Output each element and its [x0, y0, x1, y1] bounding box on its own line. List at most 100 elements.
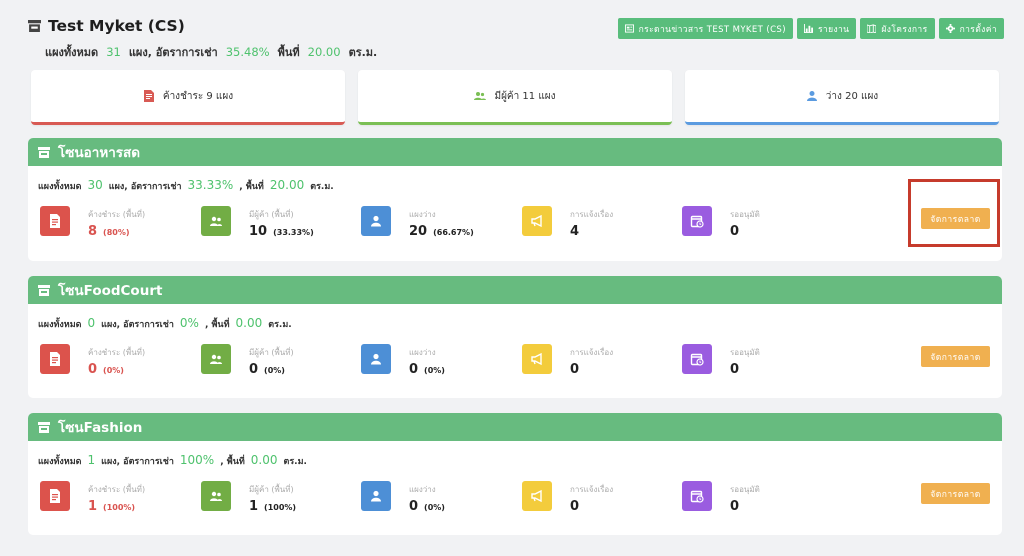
tenants-percent: (33.33%) [273, 228, 314, 237]
zone-area-unit: ตร.ม. [268, 320, 292, 330]
manage-market-button[interactable]: จัดการตลาด [921, 346, 990, 367]
vacant-label: แผงว่าง [409, 210, 436, 219]
users-icon [474, 92, 487, 100]
megaphone-icon [522, 206, 552, 236]
overdue-value: 1 [88, 499, 98, 514]
area-unit: ตร.ม. [348, 46, 378, 59]
settings-button[interactable]: การตั้งค่า [938, 18, 1004, 39]
store-icon [38, 146, 50, 158]
store-icon [28, 20, 41, 32]
overdue-percent: (100%) [103, 503, 136, 512]
reports-label: การแจ้งเรื่อง [570, 485, 614, 494]
invoice-icon [143, 90, 154, 102]
overdue-card[interactable]: ค้างชำระ 9 แผง [31, 70, 345, 125]
pending-metric[interactable]: รออนุมัติ 0 [682, 481, 760, 514]
reports-metric[interactable]: การแจ้งเรื่อง 0 [522, 344, 613, 377]
vacant-card[interactable]: ว่าง 20 แผง [685, 70, 999, 125]
tenants-card[interactable]: มีผู้ค้า 11 แผง [358, 70, 672, 125]
area-value: 20.00 [307, 45, 341, 59]
report-button[interactable]: รายงาน [796, 18, 857, 39]
pending-label: รออนุมัติ [730, 210, 760, 219]
vacant-percent: (66.67%) [433, 228, 474, 237]
zone-area-value: 0.00 [235, 316, 263, 330]
pending-metric[interactable]: รออนุมัติ 0 [682, 206, 760, 239]
zone-rate-label: แผง, อัตราการเช่า [101, 457, 174, 467]
overdue-label: ค้างชำระ (พื้นที่) [88, 348, 146, 357]
zone-area-unit: ตร.ม. [283, 457, 307, 467]
tenants-label: มีผู้ค้า (พื้นที่) [249, 210, 294, 219]
invoice-icon [40, 481, 70, 511]
pending-label: รออนุมัติ [730, 485, 760, 494]
vacant-percent: (0%) [424, 366, 445, 375]
zone-total-value: 1 [87, 453, 96, 467]
user-icon [806, 91, 817, 101]
overdue-metric[interactable]: ค้างชำระ (พื้นที่) 1 (100%) [40, 481, 145, 514]
vacant-metric[interactable]: แผงว่าง 20 (66.67%) [361, 206, 474, 239]
zone-stats: แผงทั้งหมด 1 แผง, อัตราการเช่า 100% , พื… [38, 453, 307, 468]
overdue-label: ค้างชำระ (พื้นที่) [88, 485, 146, 494]
zone-card: โซนFoodCourt แผงทั้งหมด 0 แผง, อัตราการเ… [28, 276, 1002, 398]
zone-name: โซนอาหารสด [58, 145, 141, 161]
invoice-icon [40, 206, 70, 236]
vacant-percent: (0%) [424, 503, 445, 512]
tenants-card-label: มีผู้ค้า 11 แผง [494, 90, 556, 102]
zone-total-value: 30 [87, 178, 103, 192]
overdue-metric[interactable]: ค้างชำระ (พื้นที่) 0 (0%) [40, 344, 145, 377]
zone-rate-value: 33.33% [187, 178, 234, 192]
vacant-value: 20 [409, 224, 428, 239]
bar-chart-icon [803, 24, 813, 33]
store-icon [38, 284, 50, 296]
zone-area-unit: ตร.ม. [310, 182, 334, 192]
zone-rate-label: แผง, อัตราการเช่า [101, 320, 174, 330]
pending-label: รออนุมัติ [730, 348, 760, 357]
vacant-metric[interactable]: แผงว่าง 0 (0%) [361, 344, 445, 377]
news-board-button[interactable]: กระดานข่าวสาร TEST MYKET (CS) [617, 18, 793, 39]
overdue-value: 8 [88, 224, 98, 239]
tenants-value: 0 [249, 362, 259, 377]
total-stalls-value: 31 [106, 45, 121, 59]
users-icon [201, 481, 231, 511]
calendar-clock-icon [682, 206, 712, 236]
tenants-value: 10 [249, 224, 268, 239]
tenants-value: 1 [249, 499, 259, 514]
reports-value: 4 [570, 224, 580, 239]
area-label: พื้นที่ [277, 46, 300, 59]
vacant-metric[interactable]: แผงว่าง 0 (0%) [361, 481, 445, 514]
megaphone-icon [522, 344, 552, 374]
zone-card: โซนFashion แผงทั้งหมด 1 แผง, อัตราการเช่… [28, 413, 1002, 535]
overdue-metric[interactable]: ค้างชำระ (พื้นที่) 8 (80%) [40, 206, 145, 239]
zone-area-label: , พื้นที่ [220, 457, 245, 467]
market-stats: แผงทั้งหมด 31 แผง, อัตราการเช่า 35.48% พ… [45, 43, 1004, 61]
zone-name: โซนFashion [58, 420, 143, 436]
overdue-value: 0 [88, 362, 98, 377]
page-title: Test Myket (CS) [28, 17, 1004, 35]
manage-market-button[interactable]: จัดการตลาด [921, 208, 990, 229]
vacant-label: แผงว่าง [409, 348, 436, 357]
zone-rate-value: 0% [179, 316, 199, 330]
reports-label: การแจ้งเรื่อง [570, 210, 614, 219]
reports-value: 0 [570, 499, 580, 514]
zone-stats: แผงทั้งหมด 0 แผง, อัตราการเช่า 0% , พื้น… [38, 316, 292, 331]
tenants-percent: (0%) [264, 366, 285, 375]
zone-header: โซนFoodCourt [28, 276, 1002, 304]
reports-value: 0 [570, 362, 580, 377]
zone-stats: แผงทั้งหมด 30 แผง, อัตราการเช่า 33.33% ,… [38, 178, 334, 193]
news-board-label: กระดานข่าวสาร TEST MYKET (CS) [638, 24, 786, 35]
map-icon [867, 24, 877, 33]
reports-metric[interactable]: การแจ้งเรื่อง 0 [522, 481, 613, 514]
tenants-metric[interactable]: มีผู้ค้า (พื้นที่) 0 (0%) [201, 344, 294, 377]
vacant-card-label: ว่าง 20 แผง [825, 90, 879, 102]
zone-area-value: 0.00 [250, 453, 278, 467]
reports-metric[interactable]: การแจ้งเรื่อง 4 [522, 206, 613, 239]
calendar-clock-icon [682, 481, 712, 511]
tenants-metric[interactable]: มีผู้ค้า (พื้นที่) 1 (100%) [201, 481, 296, 514]
zone-card: โซนอาหารสด แผงทั้งหมด 30 แผง, อัตราการเช… [28, 138, 1002, 261]
overdue-label: ค้างชำระ (พื้นที่) [88, 210, 146, 219]
pending-metric[interactable]: รออนุมัติ 0 [682, 344, 760, 377]
calendar-clock-icon [682, 344, 712, 374]
page-header: Test Myket (CS) แผงทั้งหมด 31 แผง, อัตรา… [28, 17, 1004, 61]
manage-market-button[interactable]: จัดการตลาด [921, 483, 990, 504]
gear-icon [945, 24, 955, 33]
tenants-metric[interactable]: มีผู้ค้า (พื้นที่) 10 (33.33%) [201, 206, 314, 239]
project-map-button[interactable]: ผังโครงการ [860, 18, 935, 39]
